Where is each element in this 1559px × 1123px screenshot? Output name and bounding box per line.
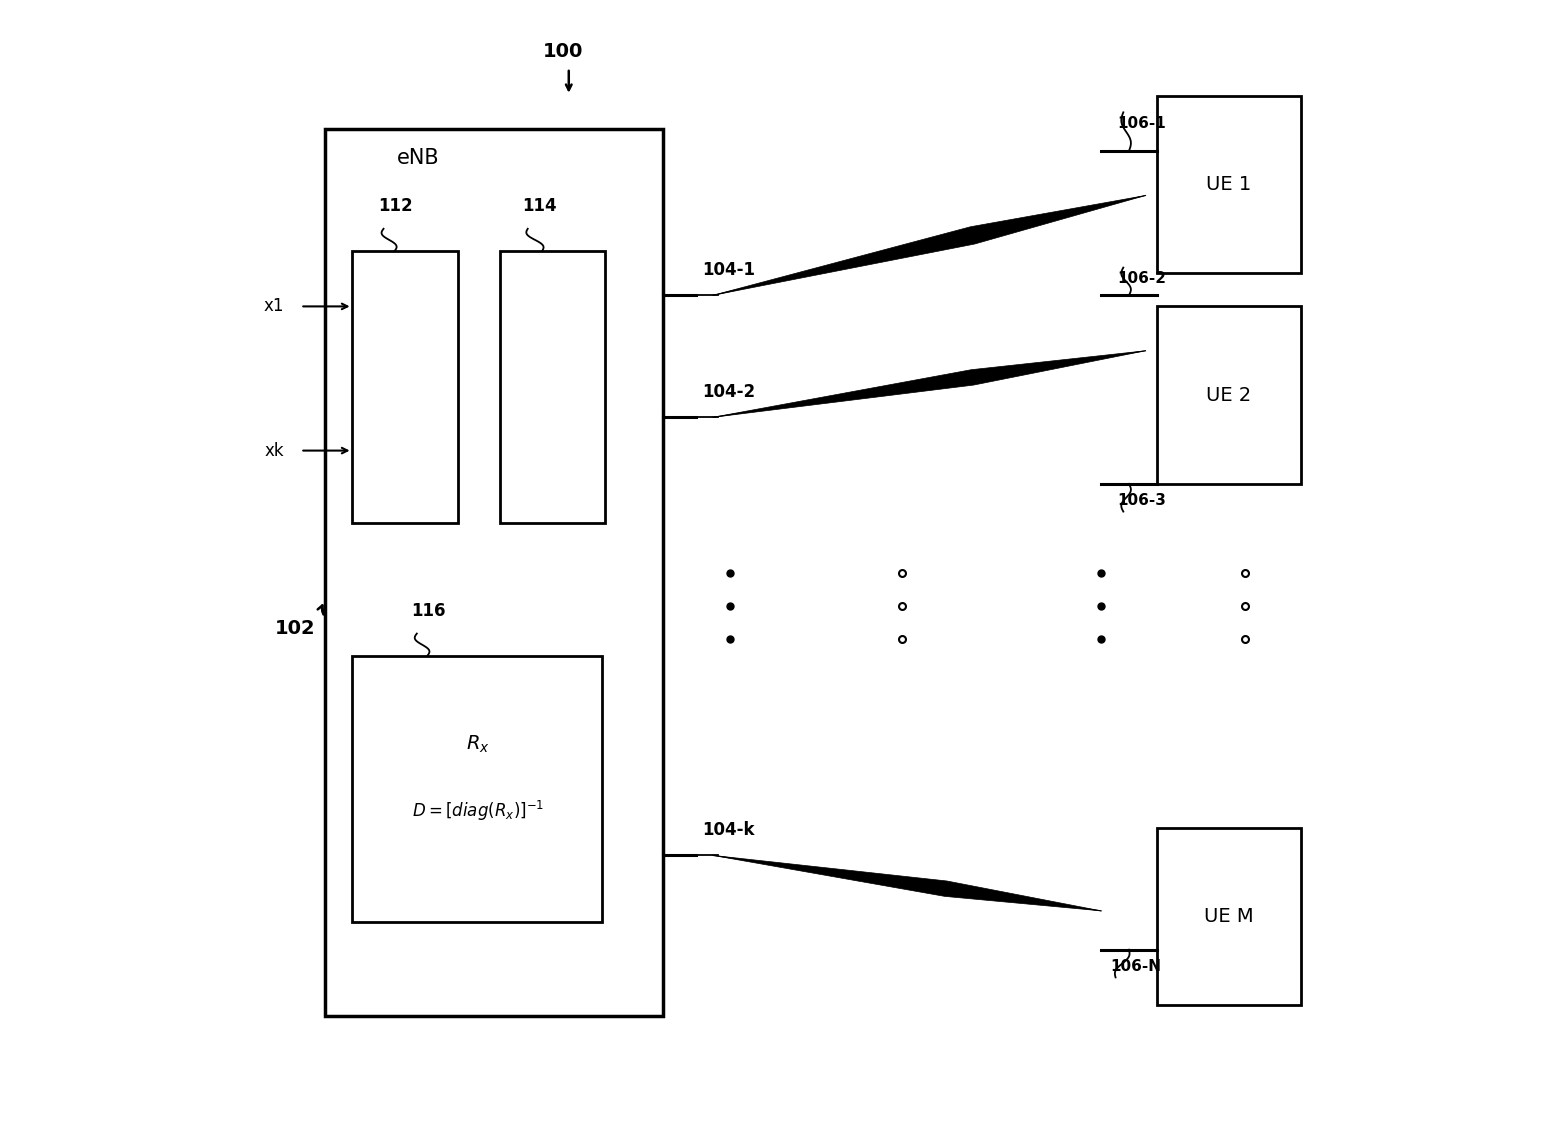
Text: eNB: eNB bbox=[398, 148, 440, 167]
Bar bbox=[352, 656, 602, 922]
Text: $D=[diag(R_x)]^{-1}$: $D=[diag(R_x)]^{-1}$ bbox=[412, 798, 544, 823]
Text: xk: xk bbox=[263, 441, 284, 459]
Text: UE 1: UE 1 bbox=[1207, 175, 1252, 194]
Text: 106-3: 106-3 bbox=[1118, 493, 1166, 508]
Polygon shape bbox=[712, 350, 1146, 418]
Polygon shape bbox=[712, 195, 1146, 295]
Text: 114: 114 bbox=[522, 198, 557, 216]
Text: 102: 102 bbox=[274, 619, 315, 638]
Polygon shape bbox=[712, 856, 1101, 911]
Bar bbox=[352, 250, 458, 522]
Text: 104-k: 104-k bbox=[702, 821, 755, 839]
Bar bbox=[1157, 828, 1300, 1005]
Text: 106-N: 106-N bbox=[1110, 959, 1161, 974]
Text: 116: 116 bbox=[412, 602, 446, 620]
Text: 112: 112 bbox=[377, 198, 413, 216]
Text: $R_x$: $R_x$ bbox=[466, 733, 490, 755]
Text: 104-1: 104-1 bbox=[702, 261, 755, 279]
Bar bbox=[1157, 95, 1300, 273]
Text: 104-2: 104-2 bbox=[702, 383, 755, 401]
Bar bbox=[1157, 307, 1300, 484]
Bar bbox=[500, 250, 605, 522]
Text: UE 2: UE 2 bbox=[1207, 385, 1252, 404]
Text: 106-1: 106-1 bbox=[1118, 116, 1166, 131]
Text: 106-2: 106-2 bbox=[1118, 271, 1166, 286]
Text: UE M: UE M bbox=[1204, 907, 1253, 926]
Text: x1: x1 bbox=[263, 298, 284, 316]
Text: 100: 100 bbox=[543, 42, 583, 61]
Bar bbox=[324, 129, 663, 1016]
